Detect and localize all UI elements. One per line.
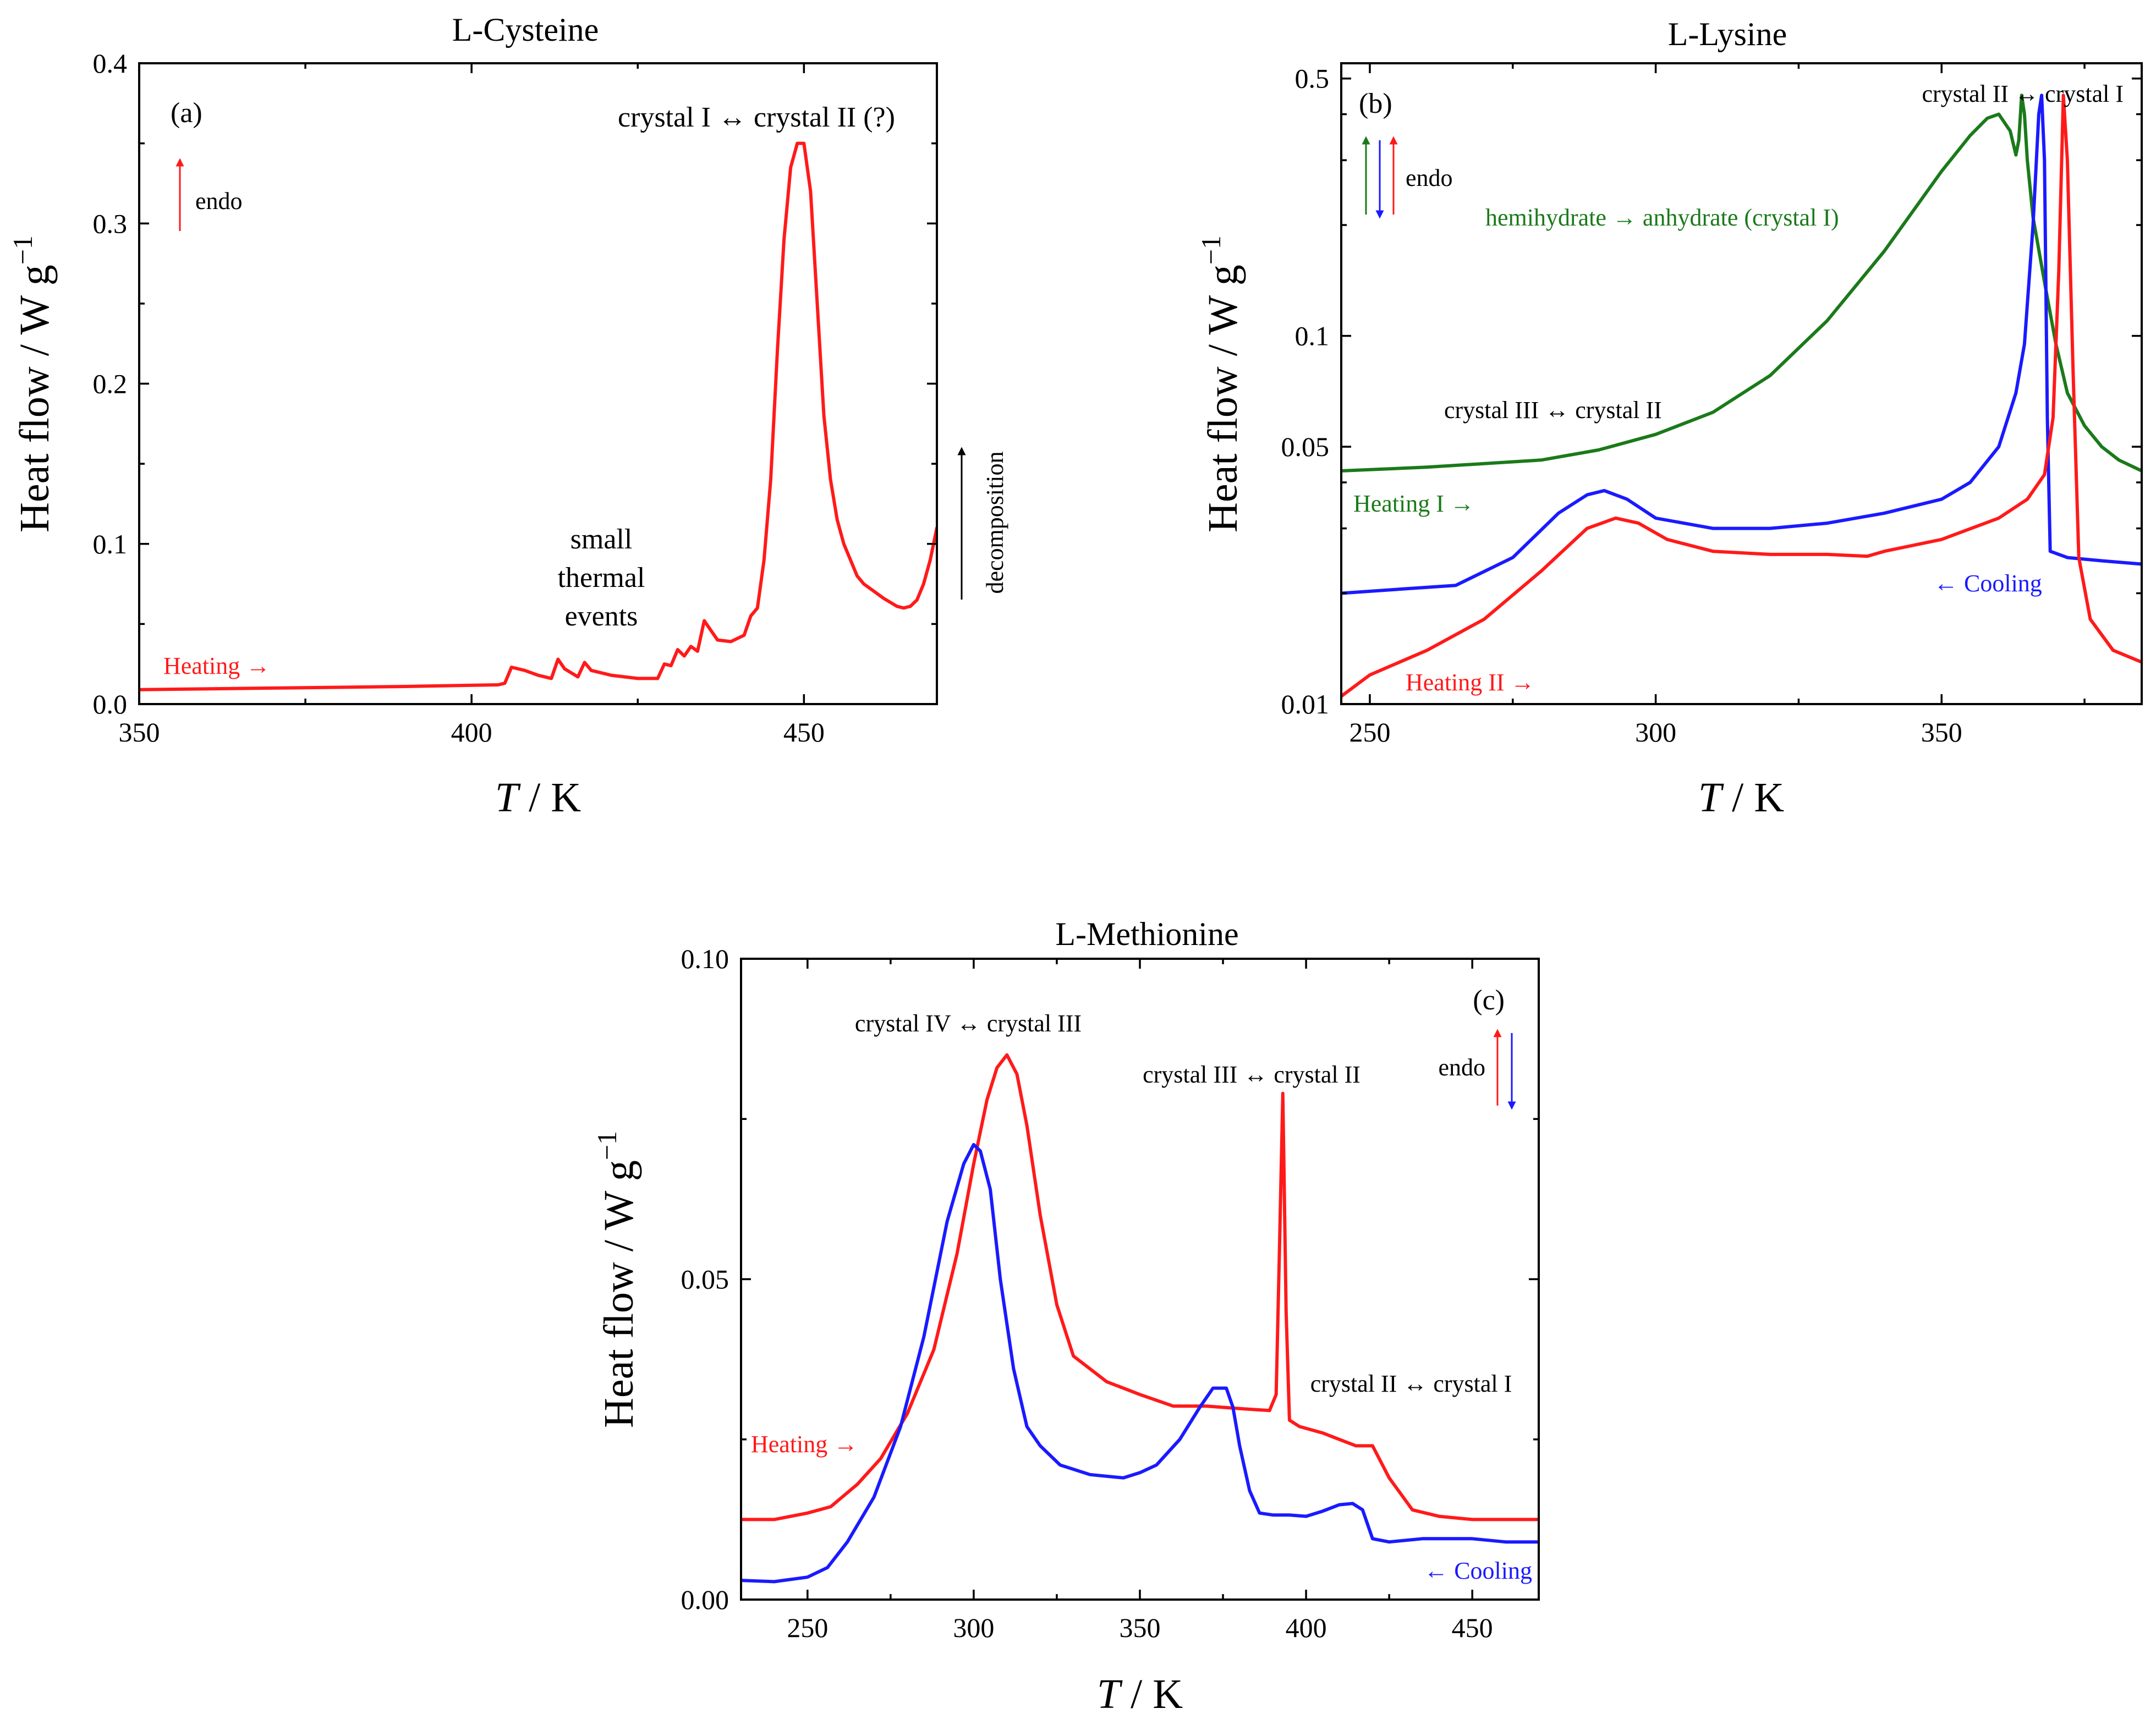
x-tick-label: 400 bbox=[451, 717, 492, 748]
x-axis-unit: / K bbox=[1721, 774, 1784, 821]
panel-b-title: L-Lysine bbox=[1668, 16, 1787, 52]
panel-b-ylabel: Heat flow / W g−1 bbox=[1195, 235, 1246, 532]
y-tick-label: 0.01 bbox=[1281, 689, 1330, 719]
panel-b-cooling-label: ← Cooling bbox=[1934, 570, 2042, 597]
panel-a-series bbox=[139, 141, 937, 691]
panel-a-ticks: 350 400 450 0.0 0.1 0.2 0.3 0.4 bbox=[93, 48, 937, 748]
panel-c-crystal-iii-annotation: crystal III ↔ crystal II bbox=[1143, 1061, 1360, 1088]
x-axis-italic-var: T bbox=[1097, 1671, 1123, 1714]
x-tick-label: 450 bbox=[783, 717, 825, 748]
x-tick-label: 400 bbox=[1286, 1612, 1327, 1643]
x-tick-label: 300 bbox=[1635, 717, 1676, 748]
decomposition-label: decomposition bbox=[981, 451, 1008, 594]
small-events-line-2: thermal bbox=[558, 562, 645, 594]
panel-c-label: (c) bbox=[1473, 985, 1505, 1016]
y-axis-text: Heat flow / W g bbox=[12, 265, 58, 532]
small-events-line-1: small bbox=[570, 524, 633, 555]
panel-a-frame bbox=[138, 62, 938, 705]
panel-a-peak-annotation: crystal I ↔ crystal II (?) bbox=[618, 102, 895, 133]
panel-c-ticks: 250 300 350 400 450 0.00 0.05 0.10 bbox=[681, 943, 1539, 1643]
y-axis-sup: −1 bbox=[7, 235, 38, 265]
y-axis-text: Heat flow / W g bbox=[1200, 265, 1246, 532]
y-axis-sup: −1 bbox=[1195, 235, 1226, 265]
panel-b-xlabel: T / K bbox=[1698, 774, 1784, 821]
x-axis-italic-var: T bbox=[495, 774, 521, 821]
panel-c-xlabel: T / K bbox=[1097, 1671, 1183, 1714]
panel-a-endo-label: endo bbox=[195, 188, 243, 215]
crystal-iv-annotation: crystal IV ↔ crystal III bbox=[855, 1010, 1082, 1037]
panel-a-xlabel: T / K bbox=[495, 774, 581, 821]
panel-c-heating-label: Heating → bbox=[751, 1431, 858, 1458]
panel-b-series-line-1 bbox=[1341, 94, 2142, 473]
y-tick-label: 0.0 bbox=[93, 689, 128, 719]
y-tick-label: 0.05 bbox=[1281, 431, 1330, 462]
hemihydrate-annotation: hemihydrate → anhydrate (crystal I) bbox=[1485, 204, 1839, 231]
y-tick-label: 0.00 bbox=[681, 1584, 729, 1615]
heating-i-label: Heating I → bbox=[1353, 490, 1474, 517]
x-axis-italic-var: T bbox=[1698, 774, 1724, 821]
x-tick-label: 350 bbox=[119, 717, 160, 748]
panel-a-series-line-1 bbox=[139, 141, 937, 691]
panel-a-label: (a) bbox=[171, 97, 202, 129]
panel-b-frame bbox=[1340, 62, 2143, 705]
panel-c-endo-label: endo bbox=[1438, 1054, 1485, 1081]
y-tick-label: 0.10 bbox=[681, 943, 729, 974]
panel-b-label: (b) bbox=[1359, 88, 1392, 119]
heating-ii-label: Heating II → bbox=[1406, 669, 1535, 696]
x-tick-label: 250 bbox=[787, 1612, 828, 1643]
small-events-line-3: events bbox=[565, 601, 638, 632]
panel-c-series-line-2 bbox=[741, 1142, 1539, 1584]
panel-c: L-Methionine 250 300 350 400 450 0.00 0.05 0.10… bbox=[591, 916, 1540, 1714]
panel-b-top-annotation: crystal II ↔ crystal I bbox=[1922, 80, 2124, 107]
x-tick-label: 350 bbox=[1921, 717, 1962, 748]
panel-c-series bbox=[741, 1053, 1539, 1584]
x-tick-label: 250 bbox=[1349, 717, 1390, 748]
panel-a-title: L-Cysteine bbox=[452, 12, 599, 48]
x-tick-label: 350 bbox=[1120, 1612, 1161, 1643]
panel-c-frame bbox=[740, 958, 1540, 1601]
panel-b-crystal-iii-annotation: crystal III ↔ crystal II bbox=[1444, 397, 1662, 424]
panel-b-endo-label: endo bbox=[1406, 164, 1453, 191]
panel-b-series-line-3 bbox=[1341, 94, 2142, 698]
panel-c-ylabel: Heat flow / W g−1 bbox=[591, 1131, 642, 1428]
y-tick-label: 0.3 bbox=[93, 208, 128, 239]
y-tick-label: 0.1 bbox=[93, 529, 128, 559]
panel-b-series bbox=[1341, 94, 2142, 698]
y-axis-sup: −1 bbox=[591, 1131, 622, 1160]
panel-b: L-Lysine 250 300 350 0.01 0.05 0.1 0.5 (b) end… bbox=[1195, 16, 2143, 821]
crystal-ii-annotation: crystal II ↔ crystal I bbox=[1310, 1370, 1512, 1397]
panel-c-series-line-1 bbox=[741, 1053, 1539, 1521]
panel-c-title: L-Methionine bbox=[1055, 916, 1238, 952]
panel-c-cooling-label: ← Cooling bbox=[1424, 1557, 1532, 1584]
x-axis-unit: / K bbox=[518, 774, 581, 821]
x-tick-label: 450 bbox=[1452, 1612, 1493, 1643]
y-tick-label: 0.5 bbox=[1295, 63, 1330, 94]
panel-b-series-line-2 bbox=[1341, 94, 2142, 595]
y-tick-label: 0.4 bbox=[93, 48, 128, 79]
panel-b-ticks: 250 300 350 0.01 0.05 0.1 0.5 bbox=[1281, 63, 2142, 748]
y-tick-label: 0.2 bbox=[93, 369, 128, 399]
x-tick-label: 300 bbox=[953, 1612, 994, 1643]
x-axis-unit: / K bbox=[1120, 1671, 1183, 1714]
y-axis-text: Heat flow / W g bbox=[596, 1160, 642, 1428]
panel-a-ylabel: Heat flow / W g−1 bbox=[7, 235, 58, 532]
y-tick-label: 0.1 bbox=[1295, 321, 1330, 351]
panel-a-heating-label: Heating → bbox=[163, 652, 270, 679]
y-tick-label: 0.05 bbox=[681, 1264, 729, 1295]
